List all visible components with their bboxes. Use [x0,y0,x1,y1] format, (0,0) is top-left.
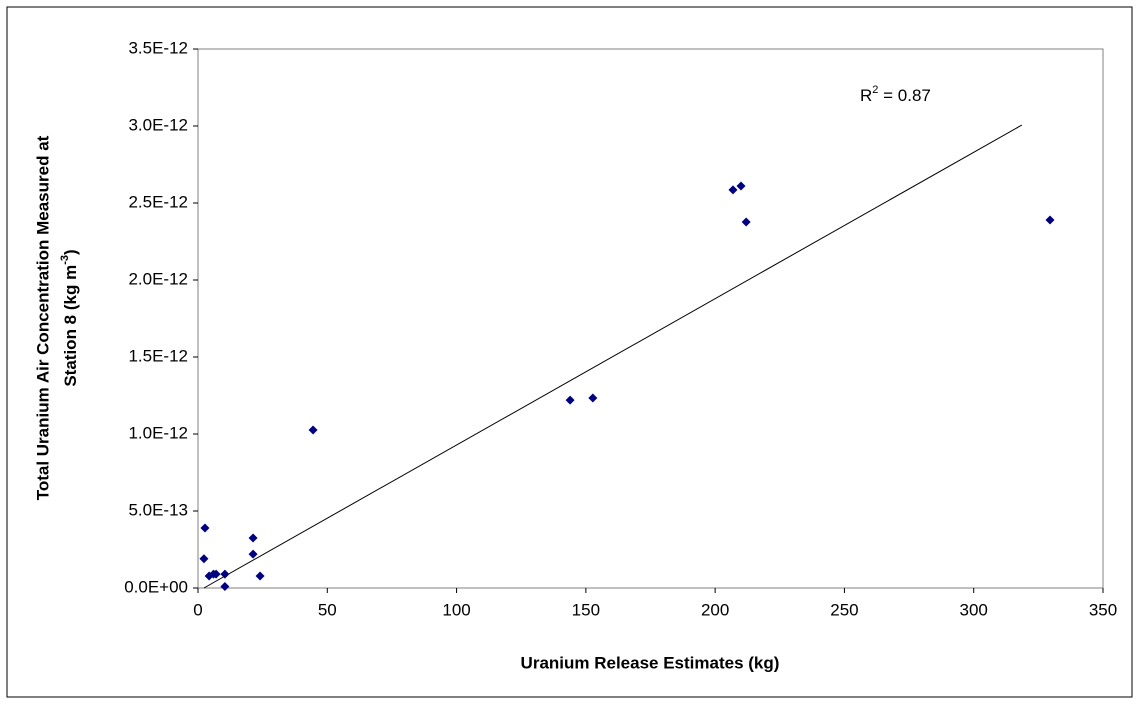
data-point [248,533,258,543]
y-tick-label: 2.5E-12 [128,192,188,211]
x-tick-label: 200 [701,600,729,619]
annotation-text: R [860,86,872,105]
y-tick-label: 2.0E-12 [128,269,188,288]
y-label-text: ) [61,249,80,255]
data-point [728,185,738,195]
x-tick-label: 350 [1089,600,1117,619]
annotation-sup: 2 [872,84,878,96]
data-point [199,554,209,564]
y-tick-label: 1.0E-12 [128,423,188,442]
y-tick-label: 0.0E+00 [124,577,188,596]
data-point [588,393,598,403]
y-label-sup: -3 [59,255,71,265]
data-point [255,571,265,581]
data-point [741,217,751,227]
chart-border [6,6,1133,698]
y-axis-label: Total Uranium Air Concentration Measured… [33,135,80,500]
x-tick-label: 50 [318,600,337,619]
data-point [220,569,230,579]
data-point [1045,215,1055,225]
annotation: R2 = 0.87 [860,84,931,106]
data-point [565,395,575,405]
data-point [211,569,221,579]
y-tick-label: 5.0E-13 [128,500,188,519]
annotation-text: = 0.87 [878,86,930,105]
y-tick-label: 3.5E-12 [128,38,188,57]
y-axis-label-line: Station 8 (kg m-3) [59,249,81,386]
trendline [203,124,1023,589]
plot-area [197,48,1104,589]
x-tick-label: 150 [572,600,600,619]
y-tick-label: 3.0E-12 [128,115,188,134]
data-point [220,581,230,591]
data-point [248,549,258,559]
data-point [736,181,746,191]
x-tick-label: 250 [830,600,858,619]
y-tick-label: 1.5E-12 [128,346,188,365]
y-label-text: Station 8 (kg m [61,265,80,387]
data-point [308,425,318,435]
x-tick-label: 300 [960,600,988,619]
data-point [200,523,210,533]
x-tick-label: 0 [193,600,202,619]
x-axis-label: Uranium Release Estimates (kg) [521,653,780,672]
y-axis-label-line: Total Uranium Air Concentration Measured… [33,135,52,500]
x-tick-label: 100 [442,600,470,619]
